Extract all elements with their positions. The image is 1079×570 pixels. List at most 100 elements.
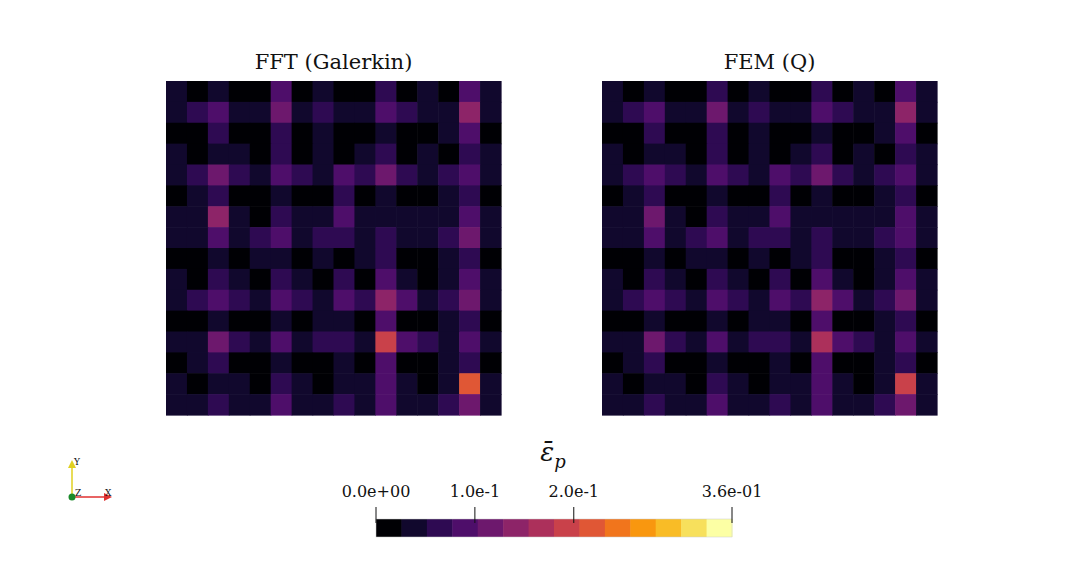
heatmap-cell <box>623 373 645 394</box>
heatmap-cell <box>707 373 729 394</box>
heatmap-cell <box>602 352 624 373</box>
heatmap-cell <box>895 144 917 165</box>
heatmap-cell <box>292 332 314 353</box>
heatmap-cell <box>811 206 833 227</box>
heatmap-cell <box>438 102 460 123</box>
heatmap-cell <box>396 269 418 290</box>
heatmap-cell <box>770 394 792 415</box>
colorbar-tick-label: 0.0e+00 <box>342 482 411 501</box>
heatmap-cell <box>417 102 439 123</box>
heatmap-cell <box>292 81 314 102</box>
heatmap-cell <box>853 311 875 332</box>
heatmap-cell <box>292 394 314 415</box>
heatmap-cell <box>665 144 687 165</box>
heatmap-cell <box>665 394 687 415</box>
heatmap-cell <box>250 394 272 415</box>
colorbar-band <box>427 519 453 537</box>
heatmap-cell <box>665 332 687 353</box>
heatmap-cell <box>354 81 376 102</box>
heatmap-cell <box>832 352 854 373</box>
heatmap-cell <box>250 165 272 186</box>
heatmap-cell <box>832 269 854 290</box>
heatmap-cell <box>459 123 481 144</box>
heatmap-cell <box>916 352 938 373</box>
heatmap-cell <box>770 185 792 206</box>
heatmap-cell <box>874 227 896 248</box>
heatmap-cell <box>292 248 314 269</box>
heatmap-cell <box>623 123 645 144</box>
heatmap-cell <box>187 81 209 102</box>
heatmap-cell <box>417 185 439 206</box>
heatmap-cell <box>271 185 293 206</box>
colorbar-label-subscript: p <box>554 451 566 472</box>
heatmap-cell <box>459 394 481 415</box>
heatmap-cell <box>832 206 854 227</box>
heatmap-cell <box>665 81 687 102</box>
heatmap-cell <box>166 373 188 394</box>
colorbar-tick <box>474 507 475 523</box>
heatmap-cell <box>229 206 251 227</box>
heatmap-cell <box>354 144 376 165</box>
heatmap-cell <box>832 144 854 165</box>
heatmap-cell <box>375 352 397 373</box>
colorbar-label-symbol: ε̄ <box>540 437 554 467</box>
heatmap-cell <box>187 227 209 248</box>
heatmap-cell <box>874 290 896 311</box>
heatmap-cell <box>853 102 875 123</box>
heatmap-cell <box>916 227 938 248</box>
colorbar-band <box>605 519 631 537</box>
heatmap-cell <box>417 206 439 227</box>
heatmap-cell <box>459 311 481 332</box>
heatmap-cell <box>707 269 729 290</box>
heatmap-cell <box>438 227 460 248</box>
heatmap-cell <box>686 206 708 227</box>
heatmap-cell <box>686 269 708 290</box>
heatmap-cell <box>166 206 188 227</box>
heatmap-cell <box>396 352 418 373</box>
heatmap-cell <box>728 227 750 248</box>
heatmap-cell <box>623 206 645 227</box>
heatmap-cell <box>271 123 293 144</box>
heatmap-cell <box>728 81 750 102</box>
heatmap-cell <box>874 394 896 415</box>
heatmap-cell <box>292 206 314 227</box>
heatmap-cell <box>770 373 792 394</box>
heatmap-cell <box>707 332 729 353</box>
heatmap-cell <box>271 373 293 394</box>
heatmap-cell <box>396 373 418 394</box>
heatmap-cell <box>250 332 272 353</box>
heatmap-cell <box>187 165 209 186</box>
heatmap-cell <box>229 373 251 394</box>
heatmap-cell <box>166 165 188 186</box>
heatmap-cell <box>770 269 792 290</box>
heatmap-cell <box>832 81 854 102</box>
heatmap-cell <box>459 81 481 102</box>
heatmap-cell <box>292 311 314 332</box>
heatmap-cell <box>623 227 645 248</box>
heatmap-cell <box>728 185 750 206</box>
heatmap-cell <box>644 102 666 123</box>
heatmap-cell <box>895 185 917 206</box>
heatmap-cell <box>334 352 356 373</box>
heatmap-cell <box>707 165 729 186</box>
heatmap-cell <box>229 144 251 165</box>
heatmap-cell <box>749 290 771 311</box>
heatmap-cell <box>707 352 729 373</box>
heatmap-cell <box>250 248 272 269</box>
triad-x-label: X <box>105 488 112 498</box>
heatmap-cell <box>916 290 938 311</box>
heatmap-cell <box>874 248 896 269</box>
heatmap-cell <box>480 123 502 144</box>
heatmap-cell <box>790 248 812 269</box>
heatmap-cell <box>770 81 792 102</box>
heatmap-cell <box>749 144 771 165</box>
heatmap-cell <box>602 311 624 332</box>
heatmap-cell <box>417 227 439 248</box>
heatmap-cell <box>602 290 624 311</box>
heatmap-cell <box>375 102 397 123</box>
heatmap-cell <box>916 332 938 353</box>
heatmap-cell <box>749 123 771 144</box>
heatmap-cell <box>623 102 645 123</box>
heatmap-cell <box>271 311 293 332</box>
heatmap-cell <box>623 144 645 165</box>
